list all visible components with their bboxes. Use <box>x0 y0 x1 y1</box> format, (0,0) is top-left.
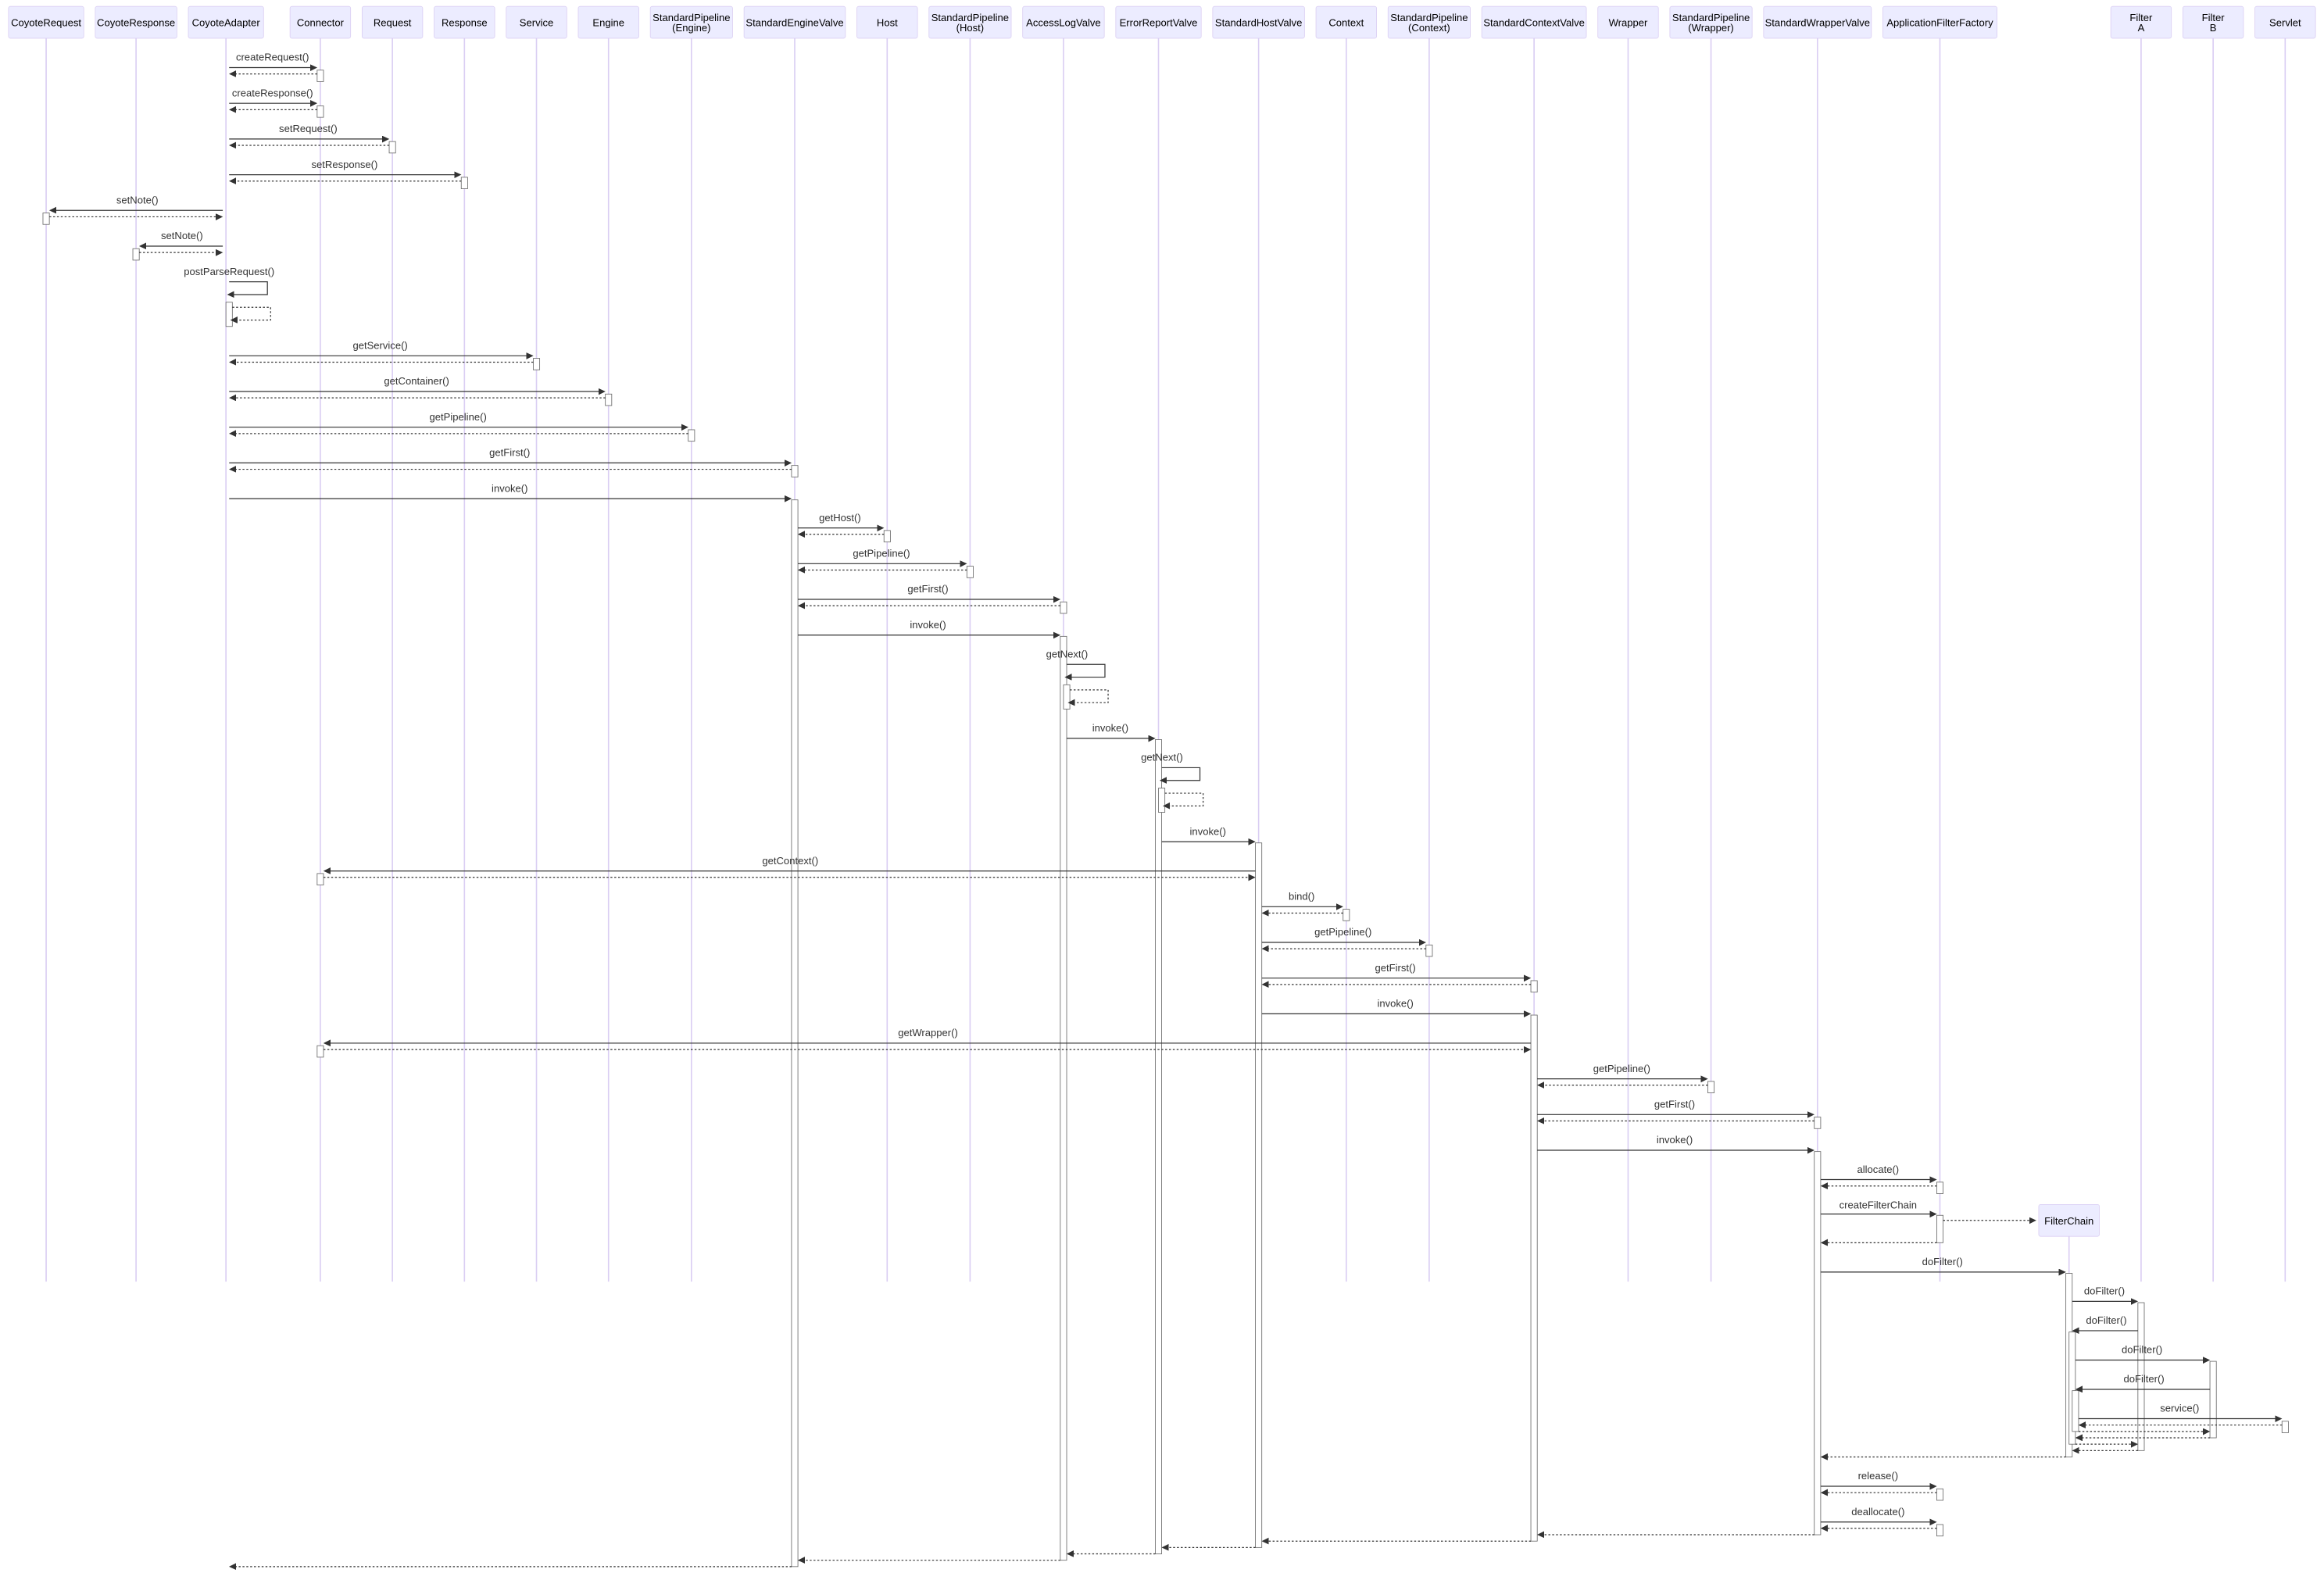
svg-text:CoyoteRequest: CoyoteRequest <box>11 16 81 28</box>
svg-text:FilterChain: FilterChain <box>2044 1214 2093 1226</box>
svg-text:getContext(): getContext() <box>762 855 818 867</box>
svg-text:doFilter(): doFilter() <box>2086 1314 2126 1326</box>
svg-text:StandardHostValve: StandardHostValve <box>1215 16 1302 28</box>
svg-text:getHost(): getHost() <box>819 512 861 524</box>
svg-text:setNote(): setNote() <box>116 194 159 206</box>
svg-text:getWrapper(): getWrapper() <box>898 1027 958 1039</box>
svg-text:Wrapper: Wrapper <box>1609 16 1648 28</box>
svg-text:(Context): (Context) <box>1408 22 1450 34</box>
svg-text:invoke(): invoke() <box>1377 998 1413 1010</box>
svg-text:getFirst(): getFirst() <box>1375 962 1416 974</box>
svg-text:allocate(): allocate() <box>1857 1164 1899 1175</box>
svg-text:Context: Context <box>1328 16 1364 28</box>
svg-text:CoyoteAdapter: CoyoteAdapter <box>192 16 261 28</box>
svg-text:A: A <box>2138 22 2145 34</box>
svg-text:postParseRequest(): postParseRequest() <box>184 266 274 277</box>
svg-text:getPipeline(): getPipeline() <box>853 548 910 559</box>
svg-text:getFirst(): getFirst() <box>907 583 948 595</box>
svg-text:doFilter(): doFilter() <box>2084 1285 2125 1297</box>
svg-text:StandardContextValve: StandardContextValve <box>1483 16 1585 28</box>
svg-text:bind(): bind() <box>1289 891 1314 903</box>
svg-text:invoke(): invoke() <box>1657 1134 1693 1146</box>
svg-text:getNext(): getNext() <box>1141 752 1183 763</box>
svg-text:getNext(): getNext() <box>1046 648 1089 660</box>
svg-text:doFilter(): doFilter() <box>2122 1344 2162 1356</box>
svg-text:getFirst(): getFirst() <box>489 447 530 459</box>
svg-text:StandardEngineValve: StandardEngineValve <box>745 16 843 28</box>
svg-text:B: B <box>2210 22 2217 34</box>
svg-text:Connector: Connector <box>297 16 345 28</box>
svg-text:StandardWrapperValve: StandardWrapperValve <box>1765 16 1870 28</box>
svg-text:CoyoteResponse: CoyoteResponse <box>97 16 175 28</box>
svg-text:Engine: Engine <box>592 16 624 28</box>
svg-text:deallocate(): deallocate() <box>1851 1506 1904 1518</box>
svg-text:getContainer(): getContainer() <box>384 375 449 387</box>
svg-text:createFilterChain: createFilterChain <box>1840 1199 1917 1210</box>
svg-text:(Wrapper): (Wrapper) <box>1688 22 1733 34</box>
svg-text:invoke(): invoke() <box>492 482 527 494</box>
svg-text:Host: Host <box>877 16 898 28</box>
svg-text:invoke(): invoke() <box>1092 722 1128 734</box>
svg-text:invoke(): invoke() <box>1190 825 1226 837</box>
svg-text:invoke(): invoke() <box>910 619 946 631</box>
svg-text:service(): service() <box>2160 1403 2199 1414</box>
svg-text:Service: Service <box>520 16 554 28</box>
svg-text:createResponse(): createResponse() <box>232 87 313 98</box>
svg-text:createRequest(): createRequest() <box>236 52 309 63</box>
svg-text:release(): release() <box>1858 1470 1898 1482</box>
svg-text:getPipeline(): getPipeline() <box>430 411 487 423</box>
svg-text:doFilter(): doFilter() <box>1922 1256 1963 1267</box>
svg-text:ApplicationFilterFactory: ApplicationFilterFactory <box>1886 16 1993 28</box>
svg-text:ErrorReportValve: ErrorReportValve <box>1120 16 1198 28</box>
svg-text:setRequest(): setRequest() <box>279 123 338 134</box>
svg-text:setNote(): setNote() <box>161 230 203 241</box>
svg-text:Servlet: Servlet <box>2269 16 2301 28</box>
svg-text:Request: Request <box>374 16 412 28</box>
svg-text:setResponse(): setResponse() <box>312 159 378 170</box>
svg-text:getPipeline(): getPipeline() <box>1314 926 1371 938</box>
svg-text:getPipeline(): getPipeline() <box>1593 1063 1650 1074</box>
svg-text:(Engine): (Engine) <box>672 22 710 34</box>
svg-text:Response: Response <box>442 16 488 28</box>
svg-text:getFirst(): getFirst() <box>1654 1099 1695 1110</box>
svg-text:AccessLogValve: AccessLogValve <box>1026 16 1100 28</box>
svg-text:getService(): getService() <box>352 340 407 352</box>
svg-text:(Host): (Host) <box>956 22 985 34</box>
svg-text:doFilter(): doFilter() <box>2123 1373 2164 1385</box>
